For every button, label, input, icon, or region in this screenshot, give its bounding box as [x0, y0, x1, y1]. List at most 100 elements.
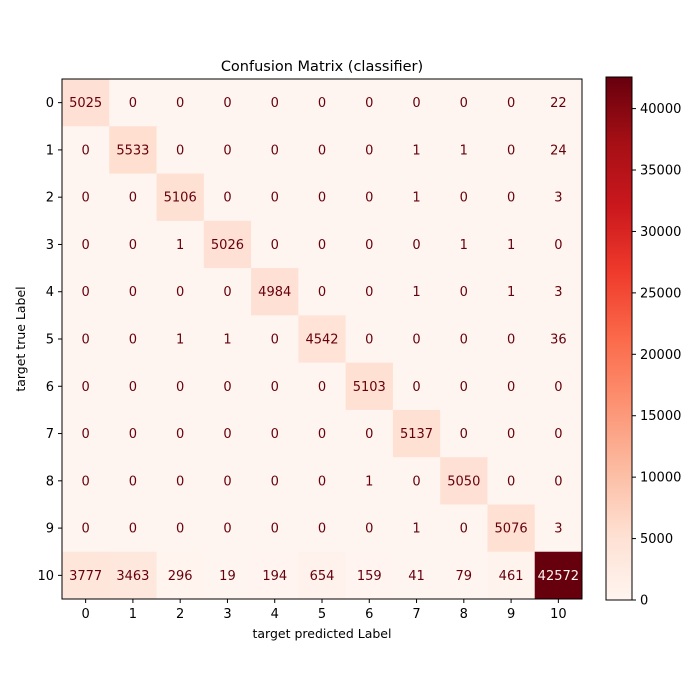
cell-value-label: 0: [460, 522, 468, 537]
cell-value-label: 0: [365, 238, 373, 253]
cell-value-label: 0: [176, 522, 184, 537]
heatmap-cell: [251, 362, 299, 411]
heatmap-cell: [487, 504, 536, 553]
cell-value-label: 0: [507, 191, 515, 206]
heatmap-cell: [534, 126, 583, 175]
cell-value-label: 0: [365, 96, 373, 111]
heatmap-cell: [203, 409, 252, 458]
heatmap-cell: [534, 268, 583, 316]
y-tick-label: 6: [46, 380, 54, 395]
y-tick-label: 1: [46, 143, 54, 158]
heatmap-cell: [440, 126, 488, 175]
cell-value-label: 0: [507, 333, 515, 348]
cell-value-label: 1: [412, 285, 420, 300]
cell-value-label: 3: [554, 522, 562, 537]
heatmap-cell: [440, 79, 488, 127]
cell-value-label: 0: [129, 191, 137, 206]
cell-value-label: 0: [129, 474, 137, 489]
heatmap-cell: [487, 173, 536, 222]
heatmap-cell: [345, 126, 394, 175]
cell-value-label: 0: [507, 380, 515, 395]
y-tick-label: 10: [37, 569, 54, 584]
cell-value-label: 5103: [353, 380, 386, 395]
heatmap-cell: [392, 504, 441, 553]
x-tick-label: 8: [460, 607, 468, 622]
heatmap-cell: [440, 173, 488, 222]
heatmap-cell: [109, 409, 158, 458]
heatmap-cell: [392, 551, 441, 600]
cell-value-label: 0: [223, 285, 231, 300]
cell-value-label: 0: [507, 143, 515, 158]
heatmap-cell: [440, 220, 488, 269]
cell-value-label: 0: [223, 522, 231, 537]
cell-value-label: 0: [223, 191, 231, 206]
colorbar-tick-label: 5000: [640, 532, 673, 547]
heatmap-cell: [487, 409, 536, 458]
cell-value-label: 0: [271, 380, 279, 395]
heatmap-cell: [62, 457, 110, 505]
cell-value-label: 0: [554, 427, 562, 442]
heatmap-cell: [392, 173, 441, 222]
heatmap-cell: [298, 457, 347, 505]
heatmap-cell: [251, 126, 299, 175]
cell-value-label: 3777: [69, 569, 102, 584]
y-tick-label: 8: [46, 474, 54, 489]
cell-value-label: 3: [554, 285, 562, 300]
cell-value-label: 5025: [69, 96, 102, 111]
heatmap-cell: [392, 362, 441, 411]
heatmap-cell: [345, 504, 394, 553]
cell-value-label: 0: [365, 285, 373, 300]
cell-value-label: 0: [318, 191, 326, 206]
cell-value-label: 22: [550, 96, 567, 111]
heatmap-cell: [251, 315, 299, 364]
heatmap-cell: [534, 362, 583, 411]
heatmap-cell: [487, 457, 536, 505]
chart-title: Confusion Matrix (classifier): [221, 59, 423, 75]
heatmap-cell: [392, 457, 441, 505]
heatmap-cell: [298, 173, 347, 222]
cell-value-label: 0: [271, 96, 279, 111]
colorbar-tick-label: 10000: [640, 471, 681, 486]
heatmap-cell: [534, 457, 583, 505]
cell-value-label: 0: [271, 427, 279, 442]
heatmap-cell: [251, 79, 299, 127]
heatmap-cell: [203, 79, 252, 127]
heatmap-cell: [251, 173, 299, 222]
heatmap-cell: [251, 409, 299, 458]
heatmap-cells: 5025 0 0 0 0 0 0 0 0 0 22 0 5533 0 0 0 0 0 1 1 0 24 0 0 5106 0 0 0 0…: [62, 79, 583, 600]
heatmap-cell: [109, 551, 158, 600]
heatmap-cell: [534, 409, 583, 458]
heatmap-cell: [156, 268, 205, 316]
cell-value-label: 0: [460, 380, 468, 395]
heatmap-cell: [251, 457, 299, 505]
cell-value-label: 0: [318, 96, 326, 111]
cell-value-label: 0: [223, 474, 231, 489]
heatmap-cell: [109, 126, 158, 175]
heatmap-cell: [298, 79, 347, 127]
heatmap-cell: [345, 268, 394, 316]
heatmap-cell: [109, 220, 158, 269]
heatmap-cell: [62, 362, 110, 411]
heatmap-cell: [345, 551, 394, 600]
cell-value-label: 19: [219, 569, 236, 584]
heatmap-cell: [392, 409, 441, 458]
heatmap-cell: [534, 79, 583, 127]
cell-value-label: 0: [460, 96, 468, 111]
heatmap-cell: [203, 268, 252, 316]
cell-value-label: 0: [81, 285, 89, 300]
cell-value-label: 24: [550, 143, 567, 158]
cell-value-label: 0: [81, 522, 89, 537]
heatmap-cell: [440, 551, 488, 600]
cell-value-label: 0: [223, 96, 231, 111]
cell-value-label: 0: [271, 238, 279, 253]
cell-value-label: 5533: [116, 143, 149, 158]
cell-value-label: 0: [365, 191, 373, 206]
cell-value-label: 0: [223, 380, 231, 395]
heatmap-cell: [203, 126, 252, 175]
heatmap-cell: [534, 220, 583, 269]
cell-value-label: 1: [223, 333, 231, 348]
cell-value-label: 0: [318, 427, 326, 442]
cell-value-label: 3: [554, 191, 562, 206]
heatmap-cell: [487, 551, 536, 600]
heatmap-cell: [298, 220, 347, 269]
